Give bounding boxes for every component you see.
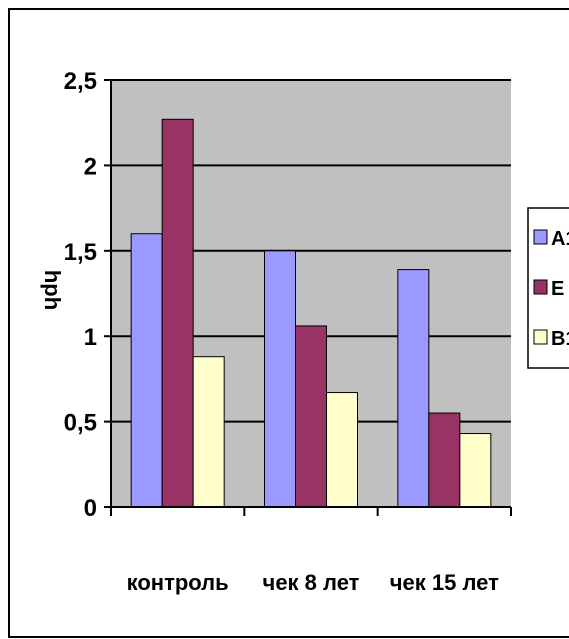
y-tick-label: 0	[84, 495, 97, 522]
bar-a1-2	[264, 250, 296, 508]
bar-a1-3	[397, 269, 430, 508]
x-category-label: чек 15 лет	[390, 570, 499, 595]
legend-swatch-a1	[533, 229, 548, 245]
y-tick-label: 1,5	[64, 239, 97, 266]
bar-b1-1	[192, 356, 225, 508]
legend: A1 E B1	[527, 207, 569, 369]
y-tick-label: 1	[84, 324, 97, 351]
bar-a1-1	[130, 233, 163, 508]
y-tick-label: 2,5	[64, 68, 97, 95]
x-category-label: чек 8 лет	[263, 570, 360, 595]
legend-label-a1: A1	[551, 228, 569, 250]
x-category-label: контроль	[127, 570, 229, 595]
x-tick-labels: контроль чек 8 лет чек 15 лет	[127, 570, 499, 595]
legend-label-b1: B1	[551, 328, 569, 350]
y-tick-label: 0,5	[64, 410, 97, 437]
axes	[104, 79, 512, 516]
y-axis-title: hph	[40, 270, 65, 310]
legend-swatch-b1	[533, 329, 548, 345]
y-tick-labels: 0 0,5 1 1,5 2 2,5	[64, 68, 97, 522]
legend-swatch-e	[533, 279, 548, 295]
bar-e-1	[161, 118, 194, 508]
bar-e-3	[428, 412, 461, 508]
legend-label-e: E	[551, 278, 564, 300]
bar-b1-2	[326, 392, 358, 508]
y-tick-label: 2	[84, 153, 97, 180]
bars	[130, 118, 492, 508]
bar-e-2	[295, 325, 327, 508]
bar-b1-3	[459, 433, 492, 508]
